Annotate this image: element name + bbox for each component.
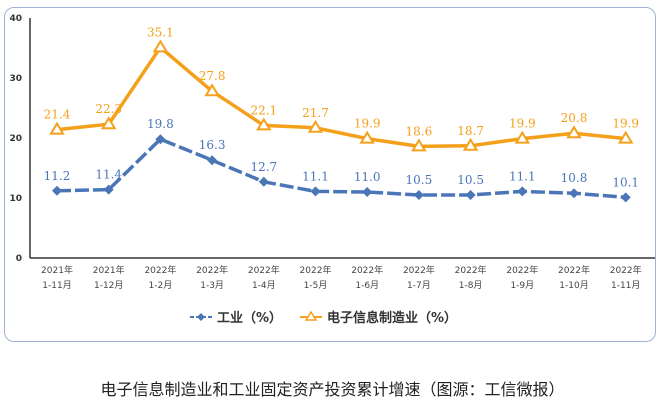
data-point-diamond: [103, 184, 114, 195]
data-point-triangle: [462, 137, 479, 151]
data-label: 18.7: [457, 124, 484, 138]
x-tick-label-month: 1-9月: [510, 280, 534, 291]
y-tick-label: 30: [9, 74, 22, 84]
x-tick-label-month: 1-7月: [407, 280, 431, 291]
data-point-triangle: [100, 116, 117, 130]
data-point-triangle: [514, 130, 531, 144]
x-tick-label-year: 2022年: [506, 264, 538, 276]
x-tick-label-year: 2022年: [351, 264, 383, 276]
x-tick-label-month: 1-12月: [94, 280, 123, 291]
data-point-diamond: [362, 187, 373, 197]
chart-caption: 电子信息制造业和工业固定资产投资累计增速（图源：工信微报）: [100, 380, 565, 399]
data-label: 10.8: [561, 171, 588, 185]
data-point-diamond: [465, 190, 476, 200]
data-label: 20.8: [561, 111, 588, 125]
x-tick-label-month: 1-10月: [559, 280, 588, 291]
x-tick-label-year: 2021年: [93, 264, 125, 276]
x-tick-label-month: 1-5月: [304, 280, 328, 291]
x-tick-label-month: 1-3月: [200, 280, 224, 291]
data-label: 27.8: [199, 69, 226, 83]
y-tick-label: 40: [9, 14, 22, 24]
x-tick-label-year: 2022年: [248, 264, 280, 276]
data-label: 11.4: [95, 168, 122, 182]
x-tick-label-month: 1-11月: [611, 280, 640, 291]
x-tick-label-month: 1-8月: [459, 280, 483, 291]
x-tick-label-year: 2022年: [610, 264, 642, 276]
data-point-diamond: [413, 190, 424, 200]
data-point-triangle: [566, 125, 582, 139]
x-tick-label-month: 1-2月: [149, 280, 173, 291]
data-point-diamond: [52, 185, 62, 196]
data-point-triangle: [617, 130, 634, 144]
x-tick-label-year: 2022年: [403, 264, 435, 276]
data-label: 35.1: [147, 25, 174, 39]
data-label: 10.1: [612, 175, 639, 189]
data-label: 22.3: [95, 102, 122, 116]
x-tick-label-month: 1-6月: [355, 280, 379, 291]
data-point-triangle: [204, 83, 220, 97]
data-label: 22.1: [250, 103, 277, 117]
data-label: 18.6: [406, 124, 433, 138]
legend-label: 工业（%）: [217, 310, 282, 326]
data-label: 11.2: [44, 169, 71, 183]
data-point-triangle: [359, 130, 375, 144]
data-label: 21.4: [44, 108, 71, 122]
data-point-triangle: [152, 39, 169, 53]
y-tick-label: 0: [16, 254, 22, 264]
data-point-triangle: [49, 121, 65, 135]
data-label: 16.3: [199, 138, 226, 152]
x-tick-label-year: 2022年: [558, 264, 590, 276]
series-line-1: [56, 44, 626, 149]
x-tick-label-year: 2021年: [41, 264, 73, 276]
data-label: 19.9: [354, 117, 381, 131]
data-label: 19.9: [612, 117, 639, 131]
data-point-diamond: [207, 155, 218, 166]
data-label: 11.0: [354, 170, 381, 184]
data-label: 11.1: [302, 169, 329, 183]
data-label: 12.7: [250, 160, 277, 174]
legend-label: 电子信息制造业（%）: [327, 310, 457, 326]
x-tick-label-year: 2022年: [300, 264, 332, 276]
data-point-diamond: [155, 134, 166, 145]
chart-frame: [4, 7, 656, 342]
data-point-diamond: [517, 186, 528, 197]
data-label: 19.8: [147, 117, 174, 131]
series-line-0: [56, 137, 626, 200]
data-point-diamond: [310, 186, 321, 197]
x-tick-label-year: 2022年: [455, 264, 487, 276]
x-tick-label-month: 1-4月: [252, 280, 276, 291]
data-label: 11.1: [509, 169, 536, 183]
x-tick-label-month: 1-11月: [42, 280, 71, 291]
data-point-diamond: [569, 188, 579, 199]
data-point-triangle: [256, 117, 272, 131]
y-tick-label: 10: [9, 194, 22, 204]
data-point-triangle: [411, 138, 427, 152]
data-point-triangle: [307, 119, 324, 133]
data-point-diamond: [620, 192, 631, 203]
data-label: 21.7: [302, 106, 329, 120]
data-point-diamond: [258, 176, 269, 187]
legend-marker-diamond: [197, 313, 205, 321]
line-chart: 0 10 20 30 40 2021年 1-11月 2021年 1-12月 2022年 1-2月 20…: [9, 14, 655, 326]
data-label: 10.5: [457, 173, 484, 187]
data-label: 10.5: [406, 173, 433, 187]
x-tick-label-year: 2022年: [144, 264, 176, 276]
x-tick-label-year: 2022年: [196, 264, 228, 276]
data-label: 19.9: [509, 117, 536, 131]
legend-marker-triangle: [304, 310, 318, 321]
y-tick-label: 20: [9, 134, 22, 144]
